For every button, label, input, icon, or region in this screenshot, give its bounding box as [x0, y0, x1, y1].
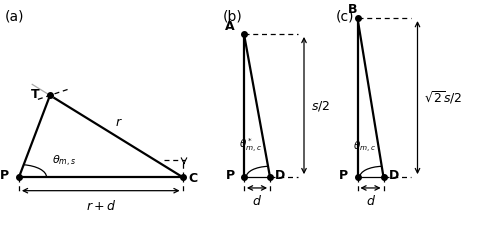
Text: $d$: $d$: [366, 194, 376, 208]
Text: P: P: [226, 169, 235, 183]
Text: $s/2$: $s/2$: [310, 99, 330, 113]
Text: D: D: [275, 169, 285, 183]
Text: $r$: $r$: [115, 116, 122, 129]
Text: $\theta_{m,c}$: $\theta_{m,c}$: [353, 140, 376, 155]
Text: (c): (c): [336, 9, 354, 23]
Text: $r + d$: $r + d$: [86, 199, 116, 213]
Text: P: P: [340, 169, 348, 183]
Text: C: C: [188, 172, 198, 185]
Text: $d$: $d$: [252, 194, 262, 208]
Text: (b): (b): [222, 9, 242, 23]
Text: $\theta^*_{m,c}$: $\theta^*_{m,c}$: [240, 137, 262, 155]
Text: D: D: [388, 169, 399, 183]
Text: $\sqrt{2}s/2$: $\sqrt{2}s/2$: [424, 89, 462, 106]
Text: T: T: [30, 88, 39, 101]
Text: B: B: [348, 3, 357, 16]
Text: (a): (a): [5, 9, 24, 23]
Text: $\theta_{m,s}$: $\theta_{m,s}$: [52, 154, 76, 169]
Text: A: A: [226, 20, 235, 33]
Text: P: P: [0, 169, 9, 183]
